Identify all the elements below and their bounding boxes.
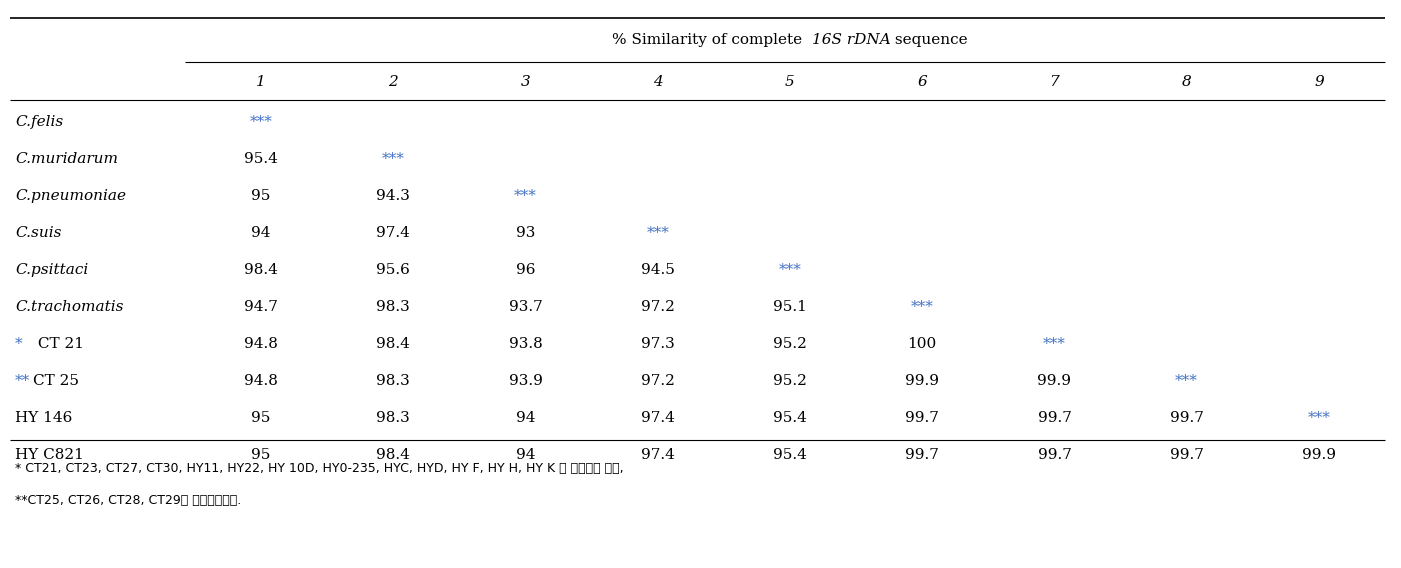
Text: 99.7: 99.7: [905, 411, 939, 425]
Text: * CT21, CT23, CT27, CT30, HY11, HY22, HY 10D, HY0-235, HYC, HYD, HY F, HY H, HY : * CT21, CT23, CT27, CT30, HY11, HY22, HY…: [15, 461, 623, 474]
Text: 94.8: 94.8: [244, 374, 277, 388]
Text: 93: 93: [516, 226, 535, 240]
Text: ***: ***: [514, 189, 537, 203]
Text: 94: 94: [516, 411, 535, 425]
Text: C.trachomatis: C.trachomatis: [15, 300, 123, 314]
Text: 8: 8: [1182, 75, 1191, 89]
Text: 100: 100: [908, 337, 937, 351]
Text: C.muridarum: C.muridarum: [15, 152, 118, 166]
Text: 93.7: 93.7: [509, 300, 542, 314]
Text: 95.4: 95.4: [244, 152, 277, 166]
Text: 95: 95: [251, 411, 270, 425]
Text: 94.8: 94.8: [244, 337, 277, 351]
Text: 95.1: 95.1: [773, 300, 807, 314]
Text: 99.7: 99.7: [905, 448, 939, 462]
Text: 95.4: 95.4: [773, 448, 807, 462]
Text: 98.3: 98.3: [377, 374, 410, 388]
Text: **: **: [15, 374, 31, 388]
Text: 7: 7: [1049, 75, 1059, 89]
Text: sequence: sequence: [891, 33, 968, 47]
Text: 94.7: 94.7: [244, 300, 277, 314]
Text: 95: 95: [251, 448, 270, 462]
Text: 98.4: 98.4: [377, 337, 410, 351]
Text: 3: 3: [521, 75, 531, 89]
Text: ***: ***: [1307, 411, 1331, 425]
Text: 94.5: 94.5: [640, 263, 675, 277]
Text: 93.9: 93.9: [509, 374, 542, 388]
Text: HY 146: HY 146: [15, 411, 73, 425]
Text: 97.3: 97.3: [640, 337, 675, 351]
Text: 93.8: 93.8: [509, 337, 542, 351]
Text: ***: ***: [1175, 374, 1198, 388]
Text: 97.2: 97.2: [640, 374, 675, 388]
Text: 97.2: 97.2: [640, 300, 675, 314]
Text: 99.9: 99.9: [1038, 374, 1072, 388]
Text: ***: ***: [382, 152, 405, 166]
Text: 1: 1: [256, 75, 266, 89]
Text: 97.4: 97.4: [640, 411, 675, 425]
Text: C.pneumoniae: C.pneumoniae: [15, 189, 126, 203]
Text: 95.4: 95.4: [773, 411, 807, 425]
Text: 97.4: 97.4: [377, 226, 410, 240]
Text: 9: 9: [1314, 75, 1324, 89]
Text: ***: ***: [646, 226, 670, 240]
Text: 2: 2: [388, 75, 398, 89]
Text: C.felis: C.felis: [15, 115, 63, 129]
Text: 5: 5: [785, 75, 794, 89]
Text: CT 21: CT 21: [34, 337, 84, 351]
Text: 98.3: 98.3: [377, 300, 410, 314]
Text: 95.2: 95.2: [773, 337, 807, 351]
Text: 97.4: 97.4: [640, 448, 675, 462]
Text: ***: ***: [911, 300, 933, 314]
Text: 94: 94: [516, 448, 535, 462]
Text: 99.7: 99.7: [1038, 448, 1072, 462]
Text: ***: ***: [779, 263, 801, 277]
Text: 99.9: 99.9: [1302, 448, 1337, 462]
Text: % Similarity of complete: % Similarity of complete: [612, 33, 811, 47]
Text: 96: 96: [516, 263, 535, 277]
Text: 95.6: 95.6: [377, 263, 410, 277]
Text: 98.3: 98.3: [377, 411, 410, 425]
Text: CT 25: CT 25: [34, 374, 78, 388]
Text: 4: 4: [653, 75, 663, 89]
Text: C.suis: C.suis: [15, 226, 62, 240]
Text: 99.9: 99.9: [905, 374, 939, 388]
Text: 94.3: 94.3: [377, 189, 410, 203]
Text: 95.2: 95.2: [773, 374, 807, 388]
Text: 95: 95: [251, 189, 270, 203]
Text: ***: ***: [1042, 337, 1066, 351]
Text: 99.7: 99.7: [1038, 411, 1072, 425]
Text: **CT25, CT26, CT28, CT29는 염기서열동일.: **CT25, CT26, CT28, CT29는 염기서열동일.: [15, 494, 241, 507]
Text: 94: 94: [251, 226, 270, 240]
Text: HY C821: HY C821: [15, 448, 84, 462]
Text: *: *: [15, 337, 28, 351]
Text: 99.7: 99.7: [1170, 448, 1203, 462]
Text: 6: 6: [918, 75, 927, 89]
Text: 16S rDNA: 16S rDNA: [811, 33, 891, 47]
Text: 98.4: 98.4: [244, 263, 277, 277]
Text: C.psittaci: C.psittaci: [15, 263, 88, 277]
Text: ***: ***: [249, 115, 273, 129]
Text: 98.4: 98.4: [377, 448, 410, 462]
Text: 99.7: 99.7: [1170, 411, 1203, 425]
